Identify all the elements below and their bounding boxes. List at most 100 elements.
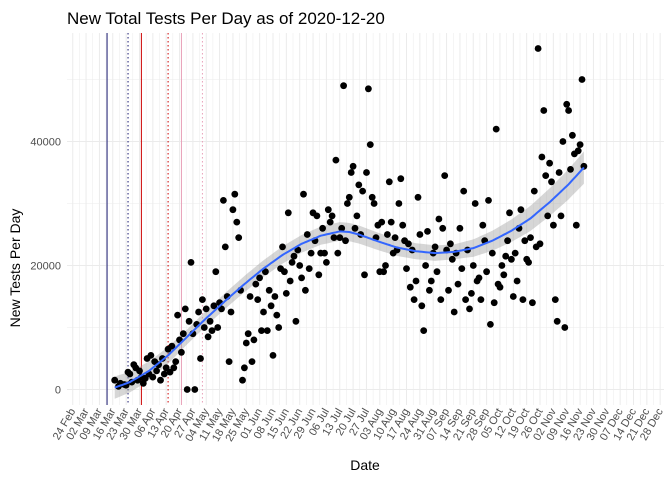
data-point (565, 107, 572, 114)
data-point (210, 302, 218, 310)
data-point (546, 159, 553, 167)
data-point (414, 193, 422, 201)
data-point (344, 200, 351, 207)
data-point (460, 187, 468, 195)
data-point (336, 234, 344, 242)
data-point (153, 367, 161, 375)
data-point (403, 265, 410, 272)
data-point (185, 317, 193, 325)
data-point (260, 308, 267, 316)
data-point (227, 308, 235, 316)
data-point (500, 271, 508, 279)
data-point (567, 166, 574, 173)
data-point (572, 221, 580, 229)
data-point (244, 330, 252, 338)
data-point (212, 268, 220, 276)
data-point (326, 218, 334, 226)
data-point (387, 218, 395, 226)
data-point (468, 290, 475, 297)
data-point (296, 262, 304, 269)
data-point (242, 339, 250, 347)
data-point (561, 324, 569, 331)
data-point (225, 358, 233, 365)
data-point (174, 311, 182, 319)
data-point (200, 324, 208, 331)
y-tick-label: 40000 (30, 137, 61, 149)
data-point (439, 224, 447, 232)
data-point (199, 296, 206, 303)
data-point (187, 259, 195, 266)
data-point (530, 187, 538, 195)
data-point (557, 212, 565, 220)
data-point (338, 224, 346, 232)
data-point (231, 190, 239, 198)
grid (67, 33, 664, 405)
data-point (496, 283, 504, 291)
data-point (233, 218, 241, 226)
data-point (302, 286, 309, 294)
data-point (195, 308, 203, 316)
data-point (300, 190, 307, 198)
data-point (197, 355, 204, 362)
data-point (519, 296, 527, 303)
data-point (273, 311, 281, 319)
data-point (179, 330, 187, 338)
data-point (275, 324, 283, 331)
data-point (406, 283, 414, 291)
data-point (559, 138, 567, 145)
data-point (469, 262, 477, 269)
data-point (412, 277, 420, 285)
data-point (330, 234, 338, 242)
data-point (220, 197, 227, 204)
data-point (511, 249, 519, 257)
data-point (252, 280, 260, 288)
data-point (506, 209, 513, 217)
data-point (218, 305, 225, 313)
data-point (324, 206, 332, 214)
data-point (111, 376, 119, 384)
data-point (263, 327, 271, 334)
data-point (214, 324, 222, 331)
data-point (441, 172, 449, 180)
data-point (456, 224, 464, 232)
data-point (574, 147, 582, 155)
data-point (136, 367, 143, 375)
data-point (380, 268, 387, 276)
data-point (458, 265, 466, 272)
data-point (527, 234, 534, 242)
data-point (487, 321, 494, 328)
data-point (265, 286, 273, 294)
data-point (382, 262, 389, 269)
data-point (340, 82, 347, 90)
data-point (391, 234, 399, 242)
data-point (368, 193, 376, 201)
data-point (246, 293, 254, 300)
data-point (229, 206, 237, 214)
data-point (551, 296, 559, 303)
data-point (254, 296, 262, 303)
data-point (221, 243, 229, 251)
data-point (363, 169, 370, 176)
data-point (191, 386, 199, 393)
data-point (502, 252, 510, 260)
data-point (292, 317, 300, 325)
data-point (422, 262, 429, 269)
data-point (353, 212, 361, 220)
data-point (172, 358, 180, 365)
data-point (258, 327, 265, 334)
data-point (555, 169, 563, 176)
data-point (563, 100, 571, 108)
data-point (448, 255, 456, 263)
data-point (475, 274, 483, 282)
data-point (126, 370, 134, 378)
data-point (168, 342, 176, 350)
data-point (288, 259, 296, 266)
data-point (298, 274, 305, 282)
data-point (483, 268, 490, 276)
smooth-trend-line (114, 166, 585, 389)
data-point (334, 249, 342, 257)
data-point (149, 373, 157, 381)
data-point (477, 296, 485, 303)
y-tick-label: 0 (55, 385, 61, 397)
data-point (437, 296, 445, 303)
